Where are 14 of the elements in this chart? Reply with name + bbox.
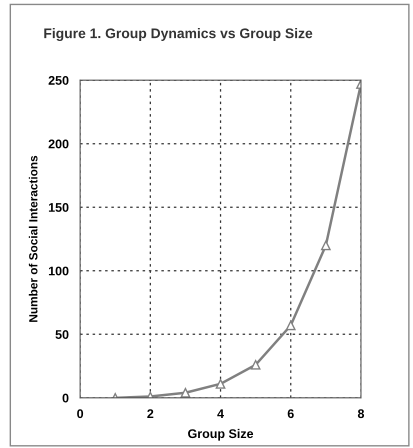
x-tick-label: 8 bbox=[358, 409, 364, 418]
x-tick-label: 4 bbox=[217, 409, 224, 418]
y-tick-label: 150 bbox=[48, 203, 68, 212]
x-tick-label: 6 bbox=[288, 409, 294, 418]
y-tick-label: 250 bbox=[48, 76, 68, 85]
x-tick-label: 2 bbox=[147, 409, 154, 418]
y-tick-label: 100 bbox=[48, 266, 68, 276]
y-tick-label: 200 bbox=[48, 140, 68, 148]
y-axis-title: Number of Social Interactions bbox=[28, 156, 38, 322]
x-tick-label: 0 bbox=[77, 409, 84, 418]
y-tick-label: 0 bbox=[62, 394, 68, 402]
y-tick-label: 50 bbox=[55, 330, 68, 339]
x-axis-title: Group Size bbox=[188, 428, 254, 441]
chart-title: Figure 1. Group Dynamics vs Group Size bbox=[44, 28, 312, 42]
